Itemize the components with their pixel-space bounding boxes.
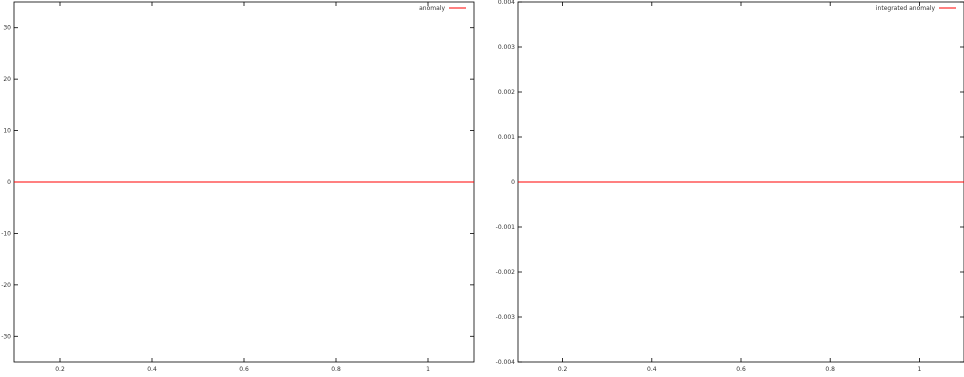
y-tick-label: 20: [3, 76, 11, 83]
x-tick-label: 0.4: [147, 366, 157, 373]
y-tick-label: 0: [7, 179, 11, 186]
x-tick-label: 0.4: [647, 366, 657, 373]
x-tick-label: 1: [917, 366, 921, 373]
y-tick-label: -0.003: [496, 314, 516, 321]
x-tick-label: 0.2: [558, 366, 568, 373]
y-tick-label: -0.004: [496, 359, 516, 366]
y-tick-label: 0: [511, 179, 515, 186]
y-tick-label: -20: [1, 282, 11, 289]
y-tick-label: 0.001: [498, 134, 515, 141]
integrated-anomaly-chart: -0.004 -0.003 -0.002 -0.001 0 0.001 0.002 0.003…: [496, 0, 964, 373]
y-tick-label: -0.001: [496, 224, 516, 231]
x-tick-label: 0.8: [331, 366, 341, 373]
anomaly-chart: -30 -20 -10 0 10 20 30 0.2 0.4 0.6 0.8 1 anomaly: [1, 1, 475, 373]
x-tick-label: 0.2: [55, 366, 65, 373]
legend-label: integrated anomaly: [876, 5, 936, 12]
x-tick-label: 1: [426, 366, 430, 373]
y-tick-label: 0.002: [498, 89, 515, 96]
y-tick-label: -30: [1, 333, 11, 340]
x-tick-label: 0.6: [239, 366, 249, 373]
legend-label: anomaly: [419, 5, 445, 12]
y-tick-label: -10: [1, 230, 11, 237]
y-tick-label: 10: [3, 128, 11, 135]
y-tick-label: 0.003: [498, 44, 515, 51]
y-tick-label: -0.002: [496, 269, 516, 276]
y-tick-label: 30: [3, 25, 11, 32]
y-tick-label: 0.004: [498, 0, 515, 6]
x-tick-label: 0.8: [825, 366, 835, 373]
x-tick-label: 0.6: [736, 366, 746, 373]
